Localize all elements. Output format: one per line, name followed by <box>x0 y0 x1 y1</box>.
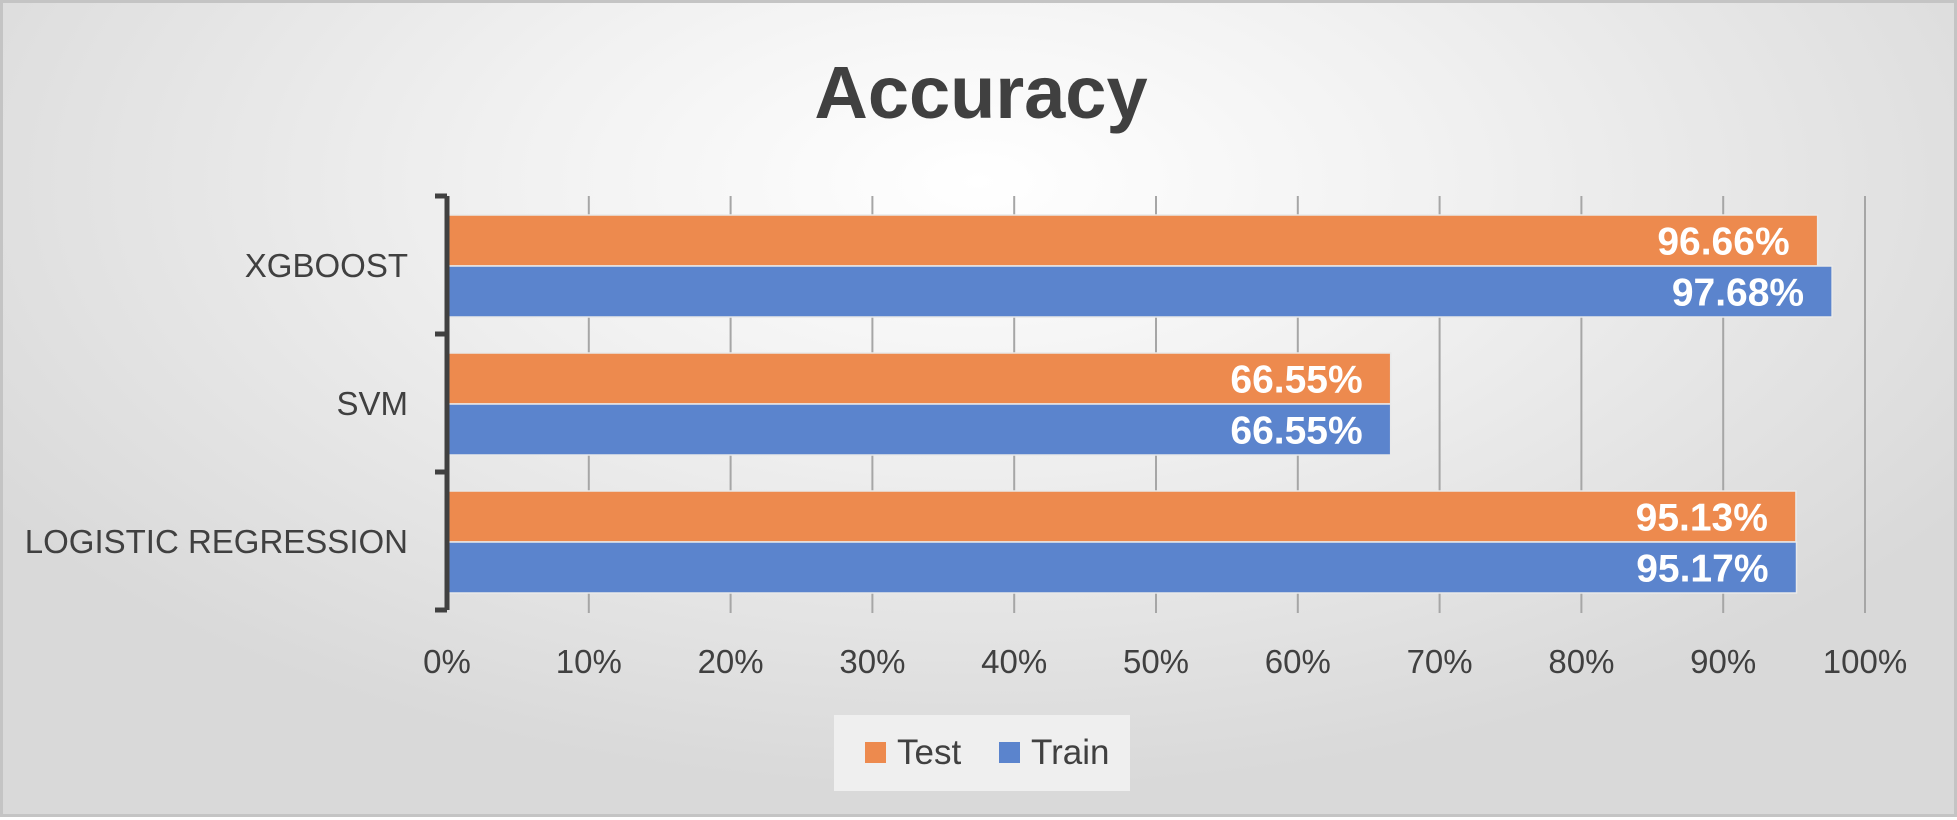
x-tick-label-80: 80% <box>1548 643 1614 680</box>
value-axis: 0% 10% 20% 30% 40% 50% 60% 70% 80% 90% 100% <box>423 643 1907 680</box>
data-labels: 96.66% 97.68% 66.55% 66.55% 95.13% 95.17% <box>1230 221 1804 591</box>
data-label-test-logistic-regression: 95.13% <box>1636 497 1768 540</box>
legend: Test Train <box>834 715 1130 791</box>
bar-test-xgboost <box>446 214 1819 267</box>
legend-label-train: Train <box>1031 733 1109 772</box>
x-tick-label-30: 30% <box>839 643 905 680</box>
x-tick-label-60: 60% <box>1265 643 1331 680</box>
category-label-xgboost: XGBOOST <box>245 247 408 284</box>
bar-test-logistic-regression <box>446 490 1797 543</box>
data-label-test-xgboost: 96.66% <box>1657 221 1789 264</box>
legend-label-test: Test <box>897 733 961 772</box>
bar-train-logistic-regression <box>446 541 1798 594</box>
data-label-test-svm: 66.55% <box>1230 359 1362 402</box>
x-tick-label-10: 10% <box>556 643 622 680</box>
legend-swatch-test <box>865 742 886 763</box>
x-tick-label-100: 100% <box>1823 643 1907 680</box>
x-tick-label-20: 20% <box>698 643 764 680</box>
x-tick-label-70: 70% <box>1407 643 1473 680</box>
chart-title: Accuracy <box>814 51 1147 134</box>
category-label-svm: SVM <box>336 385 408 422</box>
accuracy-chart: Accuracy 96.66%97.68%66.55%66.55%95.13%9… <box>25 51 1907 791</box>
x-tick-label-0: 0% <box>423 643 471 680</box>
bar-test-svm <box>446 352 1392 405</box>
category-label-logistic-regression: LOGISTIC REGRESSION <box>25 523 408 560</box>
legend-swatch-train <box>999 742 1020 763</box>
data-label-train-logistic-regression: 95.17% <box>1636 548 1768 591</box>
data-label-train-xgboost: 97.68% <box>1672 272 1804 315</box>
x-tick-label-40: 40% <box>981 643 1047 680</box>
x-tick-label-50: 50% <box>1123 643 1189 680</box>
bars <box>446 214 1833 594</box>
data-label-train-svm: 66.55% <box>1230 410 1362 453</box>
bar-train-xgboost <box>446 265 1833 318</box>
x-tick-label-90: 90% <box>1690 643 1756 680</box>
category-axis: XGBOOST SVM LOGISTIC REGRESSION <box>25 193 450 613</box>
